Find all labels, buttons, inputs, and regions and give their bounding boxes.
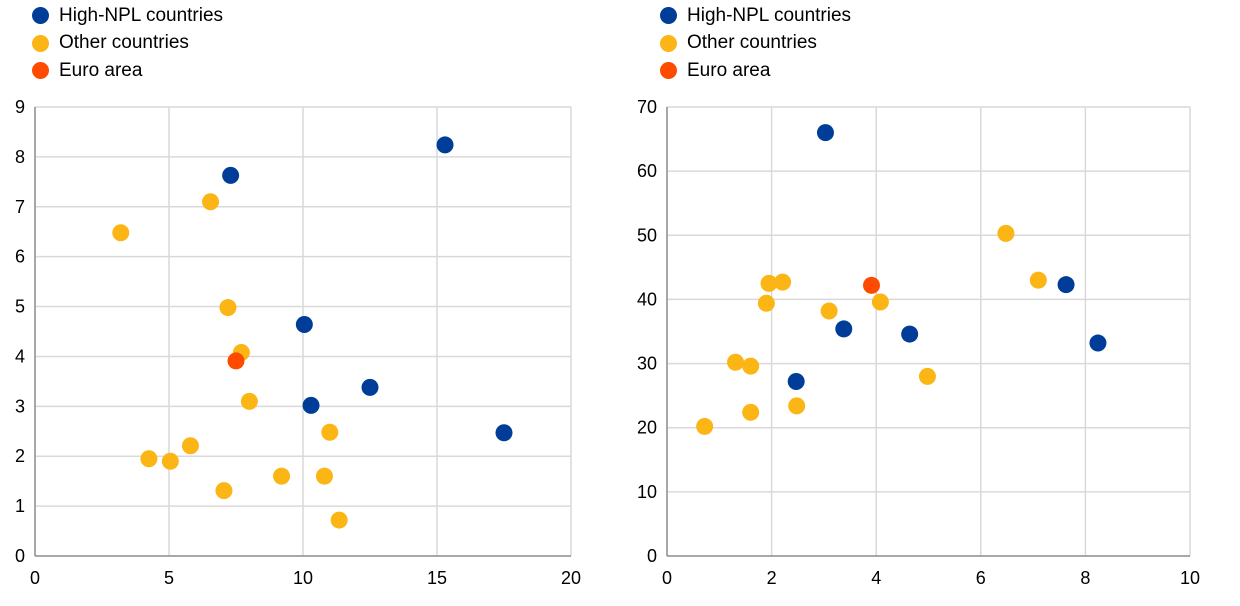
- data-point: [757, 294, 775, 312]
- y-tick-label: 10: [637, 482, 657, 502]
- data-point: [816, 124, 834, 142]
- legend-label: High-NPL countries: [687, 4, 852, 26]
- x-tick-label: 8: [1080, 568, 1090, 588]
- scatter-chart-right: 0 10 20 30 40 50 60 70 0 2 4 6 8 10: [637, 97, 1200, 588]
- y-tick-label: 8: [15, 147, 25, 167]
- legend-marker-high-npl: [660, 7, 677, 25]
- x-tick-label: 20: [561, 568, 581, 588]
- legend-label: High-NPL countries: [59, 4, 224, 26]
- scatter-panel-right: High-NPL countries Other countries Euro …: [630, 0, 1240, 606]
- legend-item-euro-area: Euro area: [660, 57, 851, 85]
- data-point: [742, 403, 760, 421]
- y-tick-label: 60: [637, 161, 657, 181]
- legend-marker-other: [32, 34, 49, 52]
- data-point: [918, 367, 936, 385]
- scatter-chart-left: 0 1 2 3 4 5 6 7 8 9 0 5 10 15 20: [15, 97, 581, 588]
- legend-marker-other: [660, 34, 677, 52]
- data-point: [215, 482, 233, 500]
- data-point: [295, 316, 313, 334]
- y-tick-label: 4: [15, 346, 25, 366]
- x-tick-label: 0: [662, 568, 672, 588]
- x-tick-label: 10: [1180, 568, 1200, 588]
- x-tick-label: 5: [164, 568, 174, 588]
- data-point: [862, 276, 880, 294]
- y-tick-label: 50: [637, 225, 657, 245]
- y-tick-label: 3: [15, 396, 25, 416]
- data-point: [820, 302, 838, 320]
- data-point: [495, 424, 513, 442]
- data-point: [436, 136, 454, 154]
- data-point: [219, 299, 237, 317]
- x-tick-label: 2: [767, 568, 777, 588]
- y-tick-label: 1: [15, 496, 25, 516]
- y-tick-label: 6: [15, 247, 25, 267]
- data-point: [222, 166, 240, 184]
- data-point: [302, 396, 320, 414]
- data-point: [760, 274, 778, 292]
- legend: High-NPL countries Other countries Euro …: [660, 2, 851, 85]
- y-tick-label: 5: [15, 297, 25, 317]
- y-tick-label: 0: [647, 546, 657, 566]
- legend: High-NPL countries Other countries Euro …: [32, 2, 223, 85]
- scatter-panel-left: High-NPL countries Other countries Euro …: [0, 0, 610, 606]
- legend-item-euro-area: Euro area: [32, 57, 223, 85]
- data-point: [835, 320, 853, 338]
- data-point: [321, 423, 339, 441]
- legend-marker-high-npl: [32, 7, 49, 25]
- data-point: [871, 293, 889, 311]
- data-point: [315, 467, 333, 485]
- data-point: [1029, 271, 1047, 289]
- data-point: [140, 450, 158, 468]
- data-point: [202, 193, 220, 211]
- data-point: [787, 373, 805, 391]
- data-point: [181, 437, 199, 455]
- legend-item-other: Other countries: [660, 30, 851, 58]
- data-point: [161, 452, 179, 470]
- x-tick-label: 0: [30, 568, 40, 588]
- legend-label: Euro area: [687, 59, 771, 81]
- y-tick-label: 70: [637, 97, 657, 117]
- y-tick-label: 9: [15, 97, 25, 117]
- data-point: [1057, 276, 1075, 294]
- y-tick-label: 7: [15, 197, 25, 217]
- data-point: [727, 353, 745, 371]
- legend-label: Other countries: [59, 32, 189, 54]
- data-point: [742, 357, 760, 375]
- data-point: [1089, 334, 1107, 352]
- legend-label: Other countries: [687, 32, 817, 54]
- x-tick-label: 6: [976, 568, 986, 588]
- y-tick-label: 2: [15, 446, 25, 466]
- data-point: [901, 325, 919, 343]
- legend-marker-euro-area: [660, 62, 677, 80]
- legend-label: Euro area: [59, 59, 143, 81]
- data-point: [240, 392, 258, 410]
- x-tick-label: 10: [293, 568, 313, 588]
- legend-item-high-npl: High-NPL countries: [32, 2, 223, 30]
- data-point: [696, 417, 714, 435]
- y-tick-label: 30: [637, 354, 657, 374]
- data-point: [330, 511, 348, 529]
- legend-item-other: Other countries: [32, 30, 223, 58]
- legend-marker-euro-area: [32, 62, 49, 80]
- y-tick-label: 20: [637, 418, 657, 438]
- data-point: [788, 397, 806, 415]
- data-point: [112, 224, 130, 242]
- x-tick-label: 15: [427, 568, 447, 588]
- x-tick-label: 4: [871, 568, 881, 588]
- legend-item-high-npl: High-NPL countries: [660, 2, 851, 30]
- y-tick-label: 0: [15, 546, 25, 566]
- y-tick-label: 40: [637, 289, 657, 309]
- data-point: [997, 224, 1015, 242]
- data-point: [273, 467, 291, 485]
- data-point: [227, 352, 245, 370]
- data-point: [361, 378, 379, 396]
- data-point: [774, 273, 792, 291]
